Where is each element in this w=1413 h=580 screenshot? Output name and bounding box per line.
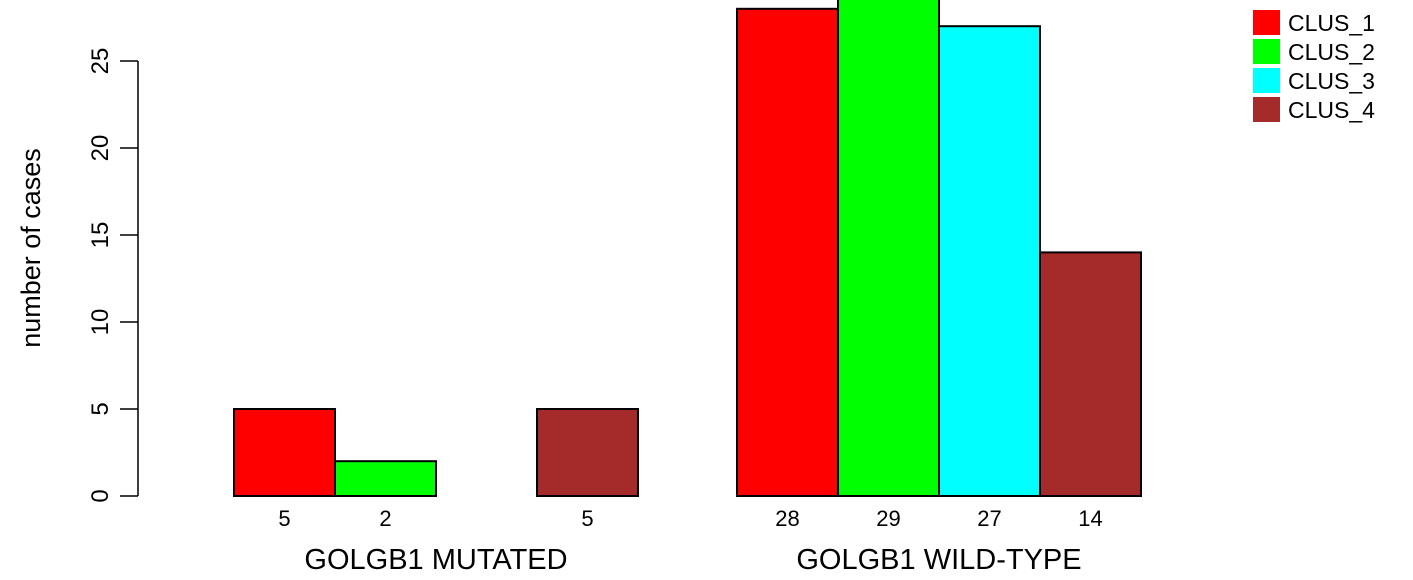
y-tick-label-0: 0 <box>87 489 114 502</box>
bar-golgb1-wild-type-clus-3 <box>938 25 1041 497</box>
bar-golgb1-wild-type-clus-4 <box>1039 251 1142 497</box>
bar-golgb1-wild-type-clus-2 <box>837 0 940 498</box>
legend-swatch-clus-1 <box>1253 10 1280 35</box>
value-label-golgb1-mutated-clus-4: 5 <box>581 506 593 531</box>
y-tick-label-20: 20 <box>87 135 114 162</box>
bar-golgb1-mutated-clus-1 <box>233 408 336 497</box>
legend-label-clus-3: CLUS_3 <box>1288 68 1375 94</box>
y-tick-label-5: 5 <box>87 402 114 415</box>
legend-label-clus-4: CLUS_4 <box>1288 97 1375 123</box>
y-axis-label: number of cases <box>16 148 46 348</box>
bar-golgb1-mutated-clus-2 <box>334 460 437 498</box>
legend: CLUS_1 CLUS_2 CLUS_3 CLUS_4 <box>1253 10 1375 123</box>
legend-swatch-clus-4 <box>1253 97 1280 122</box>
legend-swatch-clus-2 <box>1253 39 1280 64</box>
bars <box>233 0 1142 498</box>
value-label-golgb1-mutated-clus-1: 5 <box>278 506 290 531</box>
y-tick-label-15: 15 <box>87 222 114 249</box>
value-label-golgb1-wild-type-clus-2: 29 <box>876 506 900 531</box>
group-label-golgb1-mutated: GOLGB1 MUTATED <box>304 544 567 576</box>
y-tick-label-25: 25 <box>87 48 114 75</box>
legend-label-clus-1: CLUS_1 <box>1288 10 1375 36</box>
value-label-golgb1-wild-type-clus-1: 28 <box>775 506 799 531</box>
legend-label-clus-2: CLUS_2 <box>1288 39 1375 65</box>
value-label-golgb1-wild-type-clus-3: 27 <box>977 506 1001 531</box>
y-tick-label-10: 10 <box>87 309 114 336</box>
group-labels: GOLGB1 MUTATED GOLGB1 WILD-TYPE <box>304 544 1081 576</box>
legend-swatch-clus-3 <box>1253 68 1280 93</box>
value-label-golgb1-mutated-clus-2: 2 <box>379 506 391 531</box>
bar-golgb1-wild-type-clus-1 <box>736 7 839 498</box>
value-label-golgb1-wild-type-clus-4: 14 <box>1078 506 1102 531</box>
group-label-golgb1-wild-type: GOLGB1 WILD-TYPE <box>796 544 1081 576</box>
bar-value-labels: 5 2 5 28 29 27 14 <box>278 506 1102 531</box>
bar-golgb1-mutated-clus-4 <box>536 408 639 497</box>
y-axis: 0 5 10 15 20 25 <box>87 48 139 503</box>
